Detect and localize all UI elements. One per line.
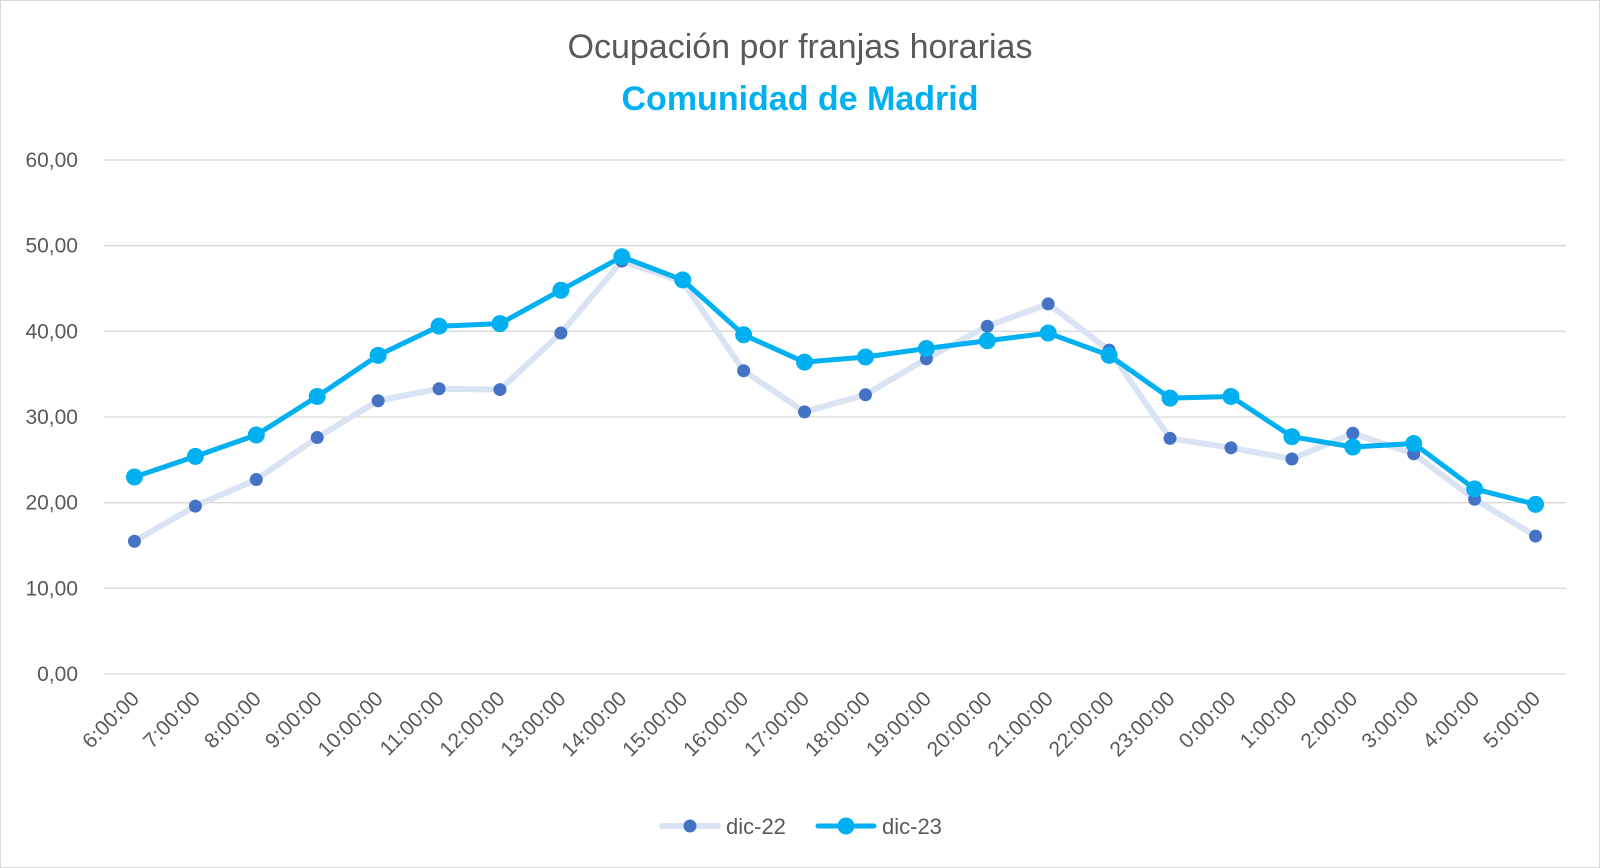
- legend-label: dic-22: [726, 814, 786, 839]
- y-tick-label: 50,00: [25, 235, 78, 258]
- gridlines: [104, 159, 1566, 675]
- data-point: [125, 468, 143, 486]
- x-tick-label: 8:00:00: [200, 687, 266, 753]
- x-tick-label: 6:00:00: [78, 687, 144, 753]
- x-axis-ticks: 6:00:007:00:008:00:009:00:0010:00:0011:0…: [78, 687, 1545, 761]
- data-point: [1283, 428, 1301, 446]
- legend-marker: [683, 819, 697, 833]
- y-tick-label: 30,00: [25, 406, 78, 429]
- data-point: [247, 426, 265, 444]
- data-point: [188, 499, 202, 513]
- x-tick-label: 21:00:00: [984, 687, 1058, 761]
- data-point: [491, 315, 509, 333]
- data-point: [1163, 431, 1177, 445]
- x-tick-label: 3:00:00: [1357, 687, 1423, 753]
- data-point: [856, 348, 874, 366]
- data-point: [798, 405, 812, 419]
- x-tick-label: 18:00:00: [801, 687, 875, 761]
- series-dic-23: [125, 248, 1545, 513]
- data-point: [1344, 438, 1362, 456]
- x-tick-label: 22:00:00: [1045, 687, 1119, 761]
- data-point: [493, 383, 507, 397]
- x-tick-label: 16:00:00: [679, 687, 753, 761]
- x-tick-label: 12:00:00: [435, 687, 509, 761]
- data-point: [430, 317, 448, 335]
- chart-title: Ocupación por franjas horarias: [567, 28, 1033, 66]
- data-point: [127, 534, 141, 548]
- data-point: [186, 447, 204, 465]
- data-point: [1405, 435, 1423, 453]
- data-point: [917, 339, 935, 357]
- series-dic-22: [127, 254, 1543, 548]
- data-point: [1224, 441, 1238, 455]
- data-point: [978, 332, 996, 350]
- x-tick-label: 11:00:00: [376, 687, 449, 760]
- y-tick-label: 40,00: [25, 320, 78, 343]
- data-point: [980, 319, 994, 333]
- data-point: [1100, 346, 1118, 364]
- x-tick-label: 13:00:00: [496, 687, 570, 761]
- x-tick-label: 7:00:00: [139, 687, 205, 753]
- x-tick-label: 14:00:00: [557, 687, 631, 761]
- x-tick-label: 19:00:00: [862, 687, 936, 761]
- series-group: [125, 248, 1545, 548]
- data-point: [310, 431, 324, 445]
- data-point: [1346, 426, 1360, 440]
- data-point: [796, 353, 814, 371]
- series-line: [131, 258, 1539, 545]
- data-point: [1039, 324, 1057, 342]
- data-point: [737, 364, 751, 378]
- legend-item: dic-22: [659, 814, 786, 839]
- data-point: [249, 473, 263, 487]
- data-point: [735, 326, 753, 344]
- y-axis-ticks: 0,00 10,00 20,00 30,00 40,00 50,00 60,00: [25, 149, 78, 686]
- legend-marker: [837, 817, 855, 835]
- data-point: [369, 346, 387, 364]
- series-line: [131, 254, 1539, 507]
- data-point: [1161, 389, 1179, 407]
- data-point: [613, 248, 631, 266]
- data-point: [858, 388, 872, 402]
- y-tick-label: 20,00: [25, 492, 78, 515]
- data-point: [308, 387, 326, 405]
- x-tick-label: 2:00:00: [1297, 687, 1363, 753]
- chart-subtitle: Comunidad de Madrid: [621, 80, 979, 118]
- x-tick-label: 17:00:00: [740, 687, 814, 761]
- y-tick-label: 10,00: [25, 577, 78, 600]
- data-point: [1529, 529, 1543, 543]
- legend: dic-22 dic-23: [659, 814, 942, 839]
- data-point: [554, 326, 568, 340]
- x-tick-label: 10:00:00: [314, 687, 388, 761]
- data-point: [674, 271, 692, 289]
- x-tick-label: 20:00:00: [923, 687, 997, 761]
- y-tick-label: 0,00: [37, 663, 78, 686]
- data-point: [1466, 480, 1484, 498]
- x-tick-label: 0:00:00: [1175, 687, 1241, 753]
- y-tick-label: 60,00: [25, 149, 78, 172]
- x-tick-label: 1:00:00: [1236, 687, 1302, 753]
- data-point: [552, 281, 570, 299]
- legend-label: dic-23: [882, 814, 942, 839]
- x-tick-label: 5:00:00: [1479, 687, 1545, 753]
- x-tick-label: 23:00:00: [1106, 687, 1180, 761]
- x-tick-label: 4:00:00: [1418, 687, 1484, 753]
- legend-item: dic-23: [815, 814, 942, 839]
- data-point: [1222, 387, 1240, 405]
- data-point: [1041, 297, 1055, 311]
- data-point: [432, 382, 446, 396]
- x-tick-label: 15:00:00: [618, 687, 692, 761]
- data-point: [1285, 452, 1299, 466]
- data-point: [1527, 495, 1545, 513]
- data-point: [371, 394, 385, 408]
